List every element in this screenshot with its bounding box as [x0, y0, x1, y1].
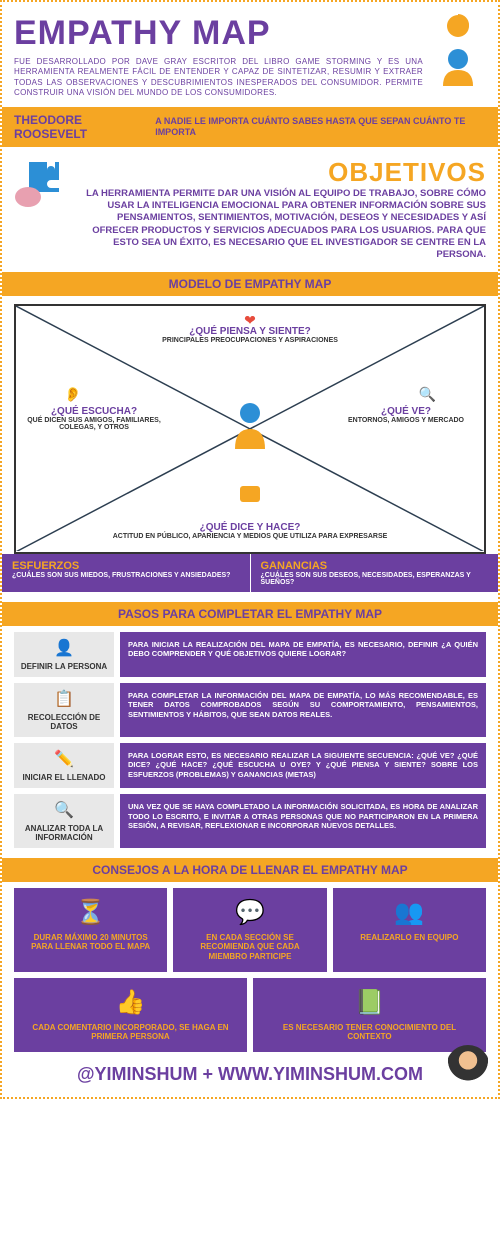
tip-text: ES NECESARIO TENER CONOCIMIENTO DEL CONT… [261, 1023, 478, 1042]
step-label: ✏️ INICIAR EL LLENADO [14, 743, 114, 788]
model-header: MODELO DE EMPATHY MAP [2, 272, 498, 296]
speech-icon [240, 486, 260, 502]
step-label-text: DEFINIR LA PERSONA [21, 662, 107, 671]
step-row: 📋 RECOLECCIÓN DE DATOS PARA COMPLETAR LA I… [14, 683, 486, 737]
tip-icon: 👍 [116, 988, 146, 1017]
puzzle-brain-icon [14, 157, 74, 212]
ear-icon: 👂 [64, 386, 81, 403]
step-label-text: ANALIZAR TODA LA INFORMACIÓN [20, 824, 108, 842]
tip-card: ⏳ DURAR MÁXIMO 20 MINUTOS PARA LLENAR TOD… [14, 888, 167, 972]
quadrant-see: ¿QUÉ VE? ENTORNOS, AMIGOS Y MERCADO [336, 406, 476, 424]
quote-bar: THEODORE ROOSEVELT A NADIE LE IMPORTA CU… [2, 107, 498, 147]
quadrant-think: ¿QUÉ PIENSA Y SIENTE? PRINCIPALES PREOCU… [16, 326, 484, 344]
tip-card: 👍 CADA COMENTARIO INCORPORADO, SE HAGA EN… [14, 978, 247, 1052]
step-desc: PARA INICIAR LA REALIZACIÓN DEL MAPA DE … [120, 632, 486, 677]
step-row: 🔍 ANALIZAR TODA LA INFORMACIÓN UNA VEZ QUE… [14, 794, 486, 848]
step-label: 🔍 ANALIZAR TODA LA INFORMACIÓN [14, 794, 114, 848]
step-icon: 🔍 [54, 800, 74, 820]
quadrant-say: ¿QUÉ DICE Y HACE? ACTITUD EN PÚBLICO, AP… [16, 522, 484, 540]
person-pin-icon [431, 14, 486, 89]
step-icon: 👤 [54, 638, 74, 658]
step-icon: ✏️ [54, 749, 74, 769]
tip-icon: 👥 [394, 898, 424, 927]
empathy-map-diagram: ❤ ¿QUÉ PIENSA Y SIENTE? PRINCIPALES PREO… [14, 304, 486, 554]
efforts-gains-row: ESFUERZOS ¿CUÁLES SON SUS MIEDOS, FRUSTR… [2, 554, 498, 592]
quote-text: A NADIE LE IMPORTA CUÁNTO SABES HASTA QU… [155, 116, 486, 138]
step-icon: 📋 [54, 689, 74, 709]
step-label-text: RECOLECCIÓN DE DATOS [20, 713, 108, 731]
gains-box: GANANCIAS ¿CUÁLES SON SUS DESEOS, NECESI… [251, 554, 499, 592]
tip-text: EN CADA SECCIÓN SE RECOMIENDA QUE CADA M… [181, 933, 318, 962]
step-label: 📋 RECOLECCIÓN DE DATOS [14, 683, 114, 737]
step-desc: UNA VEZ QUE SE HAYA COMPLETADO LA INFORM… [120, 794, 486, 848]
step-row: ✏️ INICIAR EL LLENADO PARA LOGRAR ESTO, ES… [14, 743, 486, 788]
main-title: EMPATHY MAP [14, 14, 423, 53]
tip-card: 💬 EN CADA SECCIÓN SE RECOMIENDA QUE CADA … [173, 888, 326, 972]
objectives-section: OBJETIVOS LA HERRAMIENTA PERMITE DAR UNA… [14, 157, 486, 262]
footer-credit: @YIMINSHUM + WWW.YIMINSHUM.COM [14, 1064, 486, 1085]
author-avatar-icon [446, 1045, 490, 1089]
efforts-box: ESFUERZOS ¿CUÁLES SON SUS MIEDOS, FRUSTR… [2, 554, 251, 592]
tip-card: 📗 ES NECESARIO TENER CONOCIMIENTO DEL CON… [253, 978, 486, 1052]
tip-text: CADA COMENTARIO INCORPORADO, SE HAGA EN … [22, 1023, 239, 1042]
magnifier-icon: 🔍 [419, 386, 436, 403]
tip-text: REALIZARLO EN EQUIPO [360, 933, 458, 943]
step-desc: PARA COMPLETAR LA INFORMACIÓN DEL MAPA D… [120, 683, 486, 737]
person-icon [230, 401, 270, 456]
tip-icon: 📗 [355, 988, 385, 1017]
quadrant-hear: ¿QUÉ ESCUCHA? QUÉ DICEN SUS AMIGOS, FAMI… [24, 406, 164, 431]
step-desc: PARA LOGRAR ESTO, ES NECESARIO REALIZAR … [120, 743, 486, 788]
tips-header: CONSEJOS A LA HORA DE LLENAR EL EMPATHY … [2, 858, 498, 882]
tips-row-1: ⏳ DURAR MÁXIMO 20 MINUTOS PARA LLENAR TOD… [14, 888, 486, 972]
tip-text: DURAR MÁXIMO 20 MINUTOS PARA LLENAR TODO… [22, 933, 159, 952]
objectives-text: LA HERRAMIENTA PERMITE DAR UNA VISIÓN AL… [82, 188, 486, 262]
intro-text: FUE DESARROLLADO POR DAVE GRAY ESCRITOR … [14, 57, 423, 99]
quote-author: THEODORE ROOSEVELT [14, 113, 149, 141]
step-label: 👤 DEFINIR LA PERSONA [14, 632, 114, 677]
tips-row-2: 👍 CADA COMENTARIO INCORPORADO, SE HAGA EN… [14, 978, 486, 1052]
step-label-text: INICIAR EL LLENADO [23, 773, 106, 782]
steps-header: PASOS PARA COMPLETAR EL EMPATHY MAP [2, 602, 498, 626]
step-row: 👤 DEFINIR LA PERSONA PARA INICIAR LA REALI… [14, 632, 486, 677]
steps-list: 👤 DEFINIR LA PERSONA PARA INICIAR LA REALI… [14, 632, 486, 848]
infographic-container: EMPATHY MAP FUE DESARROLLADO POR DAVE GR… [0, 0, 500, 1099]
tip-icon: ⏳ [76, 898, 106, 927]
tip-icon: 💬 [235, 898, 265, 927]
objectives-title: OBJETIVOS [82, 157, 486, 188]
header: EMPATHY MAP FUE DESARROLLADO POR DAVE GR… [14, 14, 486, 99]
tip-card: 👥 REALIZARLO EN EQUIPO [333, 888, 486, 972]
